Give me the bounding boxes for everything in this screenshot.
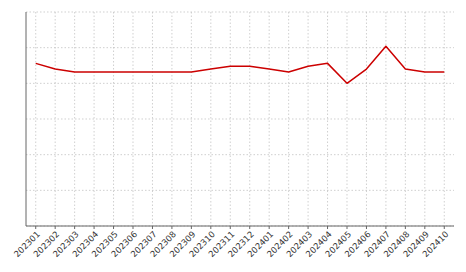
x-tick: [249, 226, 250, 229]
x-axis-line: [26, 226, 454, 227]
grid: [26, 12, 454, 226]
x-ticks: 2023012023022023032023042023052023062023…: [12, 226, 451, 259]
grid-line-x: [55, 12, 56, 226]
grid-line-x: [366, 12, 367, 226]
x-tick: [94, 226, 95, 229]
x-tick: [308, 226, 309, 229]
x-tick: [288, 226, 289, 229]
x-tick: [347, 226, 348, 229]
grid-line-x: [230, 12, 231, 226]
grid-line-x: [191, 12, 192, 226]
x-tick: [171, 226, 172, 229]
grid-line-x: [347, 12, 348, 226]
x-tick: [74, 226, 75, 229]
line: [36, 46, 445, 83]
grid-line-x: [133, 12, 134, 226]
grid-line-y: [26, 12, 454, 13]
x-tick: [366, 226, 367, 229]
grid-line-x: [444, 12, 445, 226]
grid-line-x: [424, 12, 425, 226]
x-tick: [35, 226, 36, 229]
x-tick: [191, 226, 192, 229]
x-tick: [444, 226, 445, 229]
grid-line-x: [385, 12, 386, 226]
x-tick: [55, 226, 56, 229]
grid-line-x: [94, 12, 95, 226]
x-tick: [210, 226, 211, 229]
grid-line-x: [210, 12, 211, 226]
chart: 2023012023022023032023042023052023062023…: [0, 0, 466, 272]
grid-line-x: [308, 12, 309, 226]
grid-line-y: [26, 47, 454, 48]
grid-line-x: [74, 12, 75, 226]
grid-line-y: [26, 119, 454, 120]
x-tick: [424, 226, 425, 229]
grid-line-x: [35, 12, 36, 226]
series: [36, 46, 445, 83]
grid-line-y: [26, 154, 454, 155]
grid-line-x: [288, 12, 289, 226]
y-axis-line: [26, 12, 27, 226]
x-tick: [133, 226, 134, 229]
grid-line-x: [405, 12, 406, 226]
grid-line-x: [327, 12, 328, 226]
x-tick: [405, 226, 406, 229]
grid-line-x: [113, 12, 114, 226]
x-tick: [152, 226, 153, 229]
grid-line-y: [26, 190, 454, 191]
x-tick: [327, 226, 328, 229]
grid-line-x: [269, 12, 270, 226]
grid-line-x: [171, 12, 172, 226]
x-tick-label: 202410: [420, 229, 450, 259]
grid-line-y: [26, 226, 454, 227]
chart-container: 2023012023022023032023042023052023062023…: [0, 0, 466, 272]
x-tick: [113, 226, 114, 229]
grid-line-x: [152, 12, 153, 226]
grid-line-y: [26, 83, 454, 84]
x-tick: [269, 226, 270, 229]
x-tick: [230, 226, 231, 229]
grid-line-x: [249, 12, 250, 226]
x-tick: [385, 226, 386, 229]
